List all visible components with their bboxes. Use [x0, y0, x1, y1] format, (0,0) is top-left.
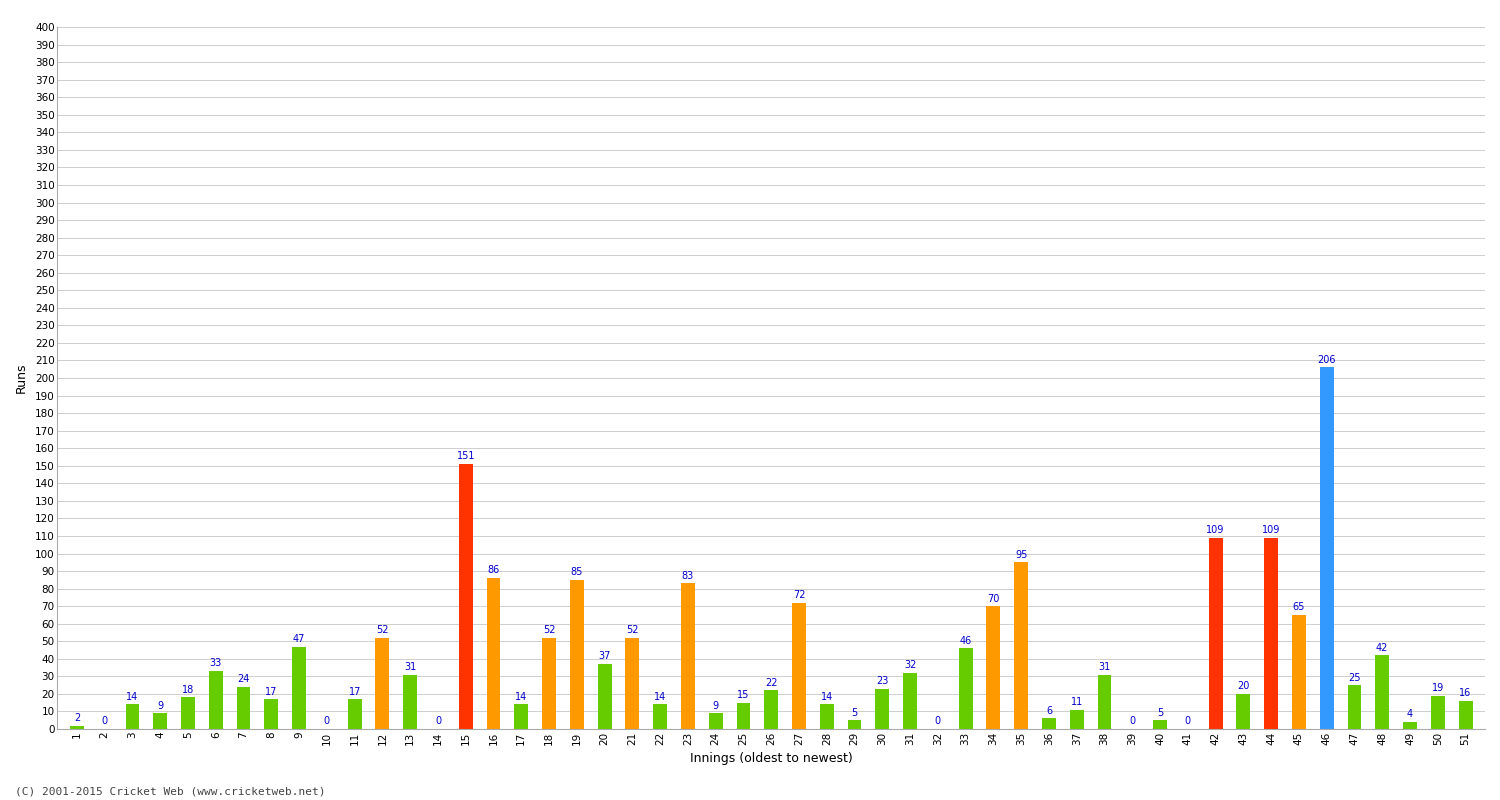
Text: 31: 31 — [1098, 662, 1110, 672]
Text: 151: 151 — [456, 451, 476, 462]
Bar — [1431, 696, 1444, 729]
Bar — [1098, 674, 1112, 729]
Text: 0: 0 — [1185, 716, 1191, 726]
Bar — [182, 698, 195, 729]
Text: 5: 5 — [1156, 708, 1162, 718]
Bar — [1070, 710, 1083, 729]
Text: 14: 14 — [821, 692, 833, 702]
Bar — [237, 687, 250, 729]
Bar — [404, 674, 417, 729]
Text: 0: 0 — [934, 716, 940, 726]
Bar — [1042, 718, 1056, 729]
Bar — [1209, 538, 1222, 729]
Text: 17: 17 — [266, 686, 278, 697]
Bar — [70, 726, 84, 729]
Bar — [903, 673, 916, 729]
Text: 86: 86 — [488, 566, 500, 575]
Bar — [1402, 722, 1417, 729]
Bar — [1236, 694, 1251, 729]
Text: 4: 4 — [1407, 710, 1413, 719]
Text: 11: 11 — [1071, 697, 1083, 707]
Text: 37: 37 — [598, 651, 610, 662]
Bar — [153, 714, 166, 729]
Bar — [597, 664, 612, 729]
Text: 206: 206 — [1317, 355, 1336, 365]
Text: 0: 0 — [435, 716, 441, 726]
Text: 23: 23 — [876, 676, 888, 686]
Text: 83: 83 — [682, 570, 694, 581]
Text: 17: 17 — [348, 686, 361, 697]
Bar — [1292, 615, 1306, 729]
Bar — [1458, 701, 1473, 729]
Text: 46: 46 — [960, 636, 972, 646]
Bar — [570, 580, 584, 729]
Text: 9: 9 — [158, 701, 164, 710]
Bar — [264, 699, 279, 729]
Text: 19: 19 — [1431, 683, 1444, 693]
Bar — [681, 583, 694, 729]
Bar — [459, 464, 472, 729]
Text: 18: 18 — [182, 685, 194, 695]
Bar — [1154, 720, 1167, 729]
Bar — [987, 606, 1000, 729]
Text: 25: 25 — [1348, 673, 1360, 682]
Bar — [652, 705, 668, 729]
Bar — [1320, 367, 1334, 729]
Text: 47: 47 — [292, 634, 306, 644]
Text: 52: 52 — [626, 625, 639, 635]
Text: 6: 6 — [1046, 706, 1052, 716]
Bar — [1264, 538, 1278, 729]
Bar — [209, 671, 222, 729]
Text: 0: 0 — [324, 716, 330, 726]
Text: 24: 24 — [237, 674, 249, 684]
Bar — [1376, 655, 1389, 729]
Text: 22: 22 — [765, 678, 777, 688]
Bar — [821, 705, 834, 729]
Bar — [626, 638, 639, 729]
Bar — [792, 602, 806, 729]
Text: 15: 15 — [738, 690, 750, 700]
Text: 70: 70 — [987, 594, 999, 603]
Text: 14: 14 — [514, 692, 528, 702]
Text: 2: 2 — [74, 713, 80, 723]
Text: 5: 5 — [852, 708, 858, 718]
Bar — [765, 690, 778, 729]
Bar — [486, 578, 501, 729]
Bar — [1014, 562, 1028, 729]
Bar — [126, 705, 140, 729]
Text: 85: 85 — [570, 567, 584, 578]
Bar — [542, 638, 556, 729]
Text: 72: 72 — [794, 590, 806, 600]
Bar — [708, 714, 723, 729]
Text: 0: 0 — [1130, 716, 1136, 726]
Text: 42: 42 — [1376, 642, 1389, 653]
Text: 109: 109 — [1206, 525, 1225, 535]
Text: 0: 0 — [102, 716, 108, 726]
Text: (C) 2001-2015 Cricket Web (www.cricketweb.net): (C) 2001-2015 Cricket Web (www.cricketwe… — [15, 786, 326, 796]
Text: 20: 20 — [1238, 682, 1250, 691]
Bar — [876, 689, 890, 729]
Text: 52: 52 — [376, 625, 388, 635]
Bar — [292, 646, 306, 729]
Bar — [514, 705, 528, 729]
Bar — [375, 638, 390, 729]
Text: 16: 16 — [1460, 688, 1472, 698]
Bar — [1347, 685, 1362, 729]
Text: 31: 31 — [404, 662, 417, 672]
Y-axis label: Runs: Runs — [15, 362, 28, 394]
Bar — [736, 702, 750, 729]
Text: 52: 52 — [543, 625, 555, 635]
Text: 14: 14 — [126, 692, 138, 702]
Text: 109: 109 — [1262, 525, 1281, 535]
Text: 95: 95 — [1016, 550, 1028, 560]
Bar — [958, 648, 972, 729]
Text: 33: 33 — [210, 658, 222, 669]
Bar — [847, 720, 861, 729]
Text: 9: 9 — [712, 701, 718, 710]
Bar — [348, 699, 361, 729]
Text: 14: 14 — [654, 692, 666, 702]
Text: 32: 32 — [904, 660, 916, 670]
Text: 65: 65 — [1293, 602, 1305, 612]
X-axis label: Innings (oldest to newest): Innings (oldest to newest) — [690, 752, 852, 765]
